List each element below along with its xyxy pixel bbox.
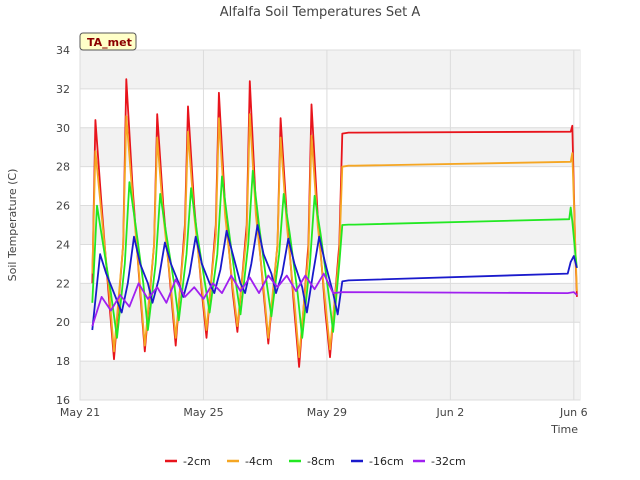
- x-tick-label: May 25: [183, 406, 223, 419]
- y-tick-label: 18: [56, 355, 70, 368]
- legend-label: -32cm: [431, 455, 466, 468]
- x-tick-label: May 21: [60, 406, 100, 419]
- legend-label: -8cm: [307, 455, 335, 468]
- legend-label: -4cm: [245, 455, 273, 468]
- series-line-minus-8cm: [91, 169, 578, 339]
- series-line-minus-16cm: [91, 224, 578, 331]
- site-label-box: TA_met: [79, 32, 137, 51]
- y-tick-label: 24: [56, 238, 70, 251]
- chart-title: Alfalfa Soil Temperatures Set A: [220, 5, 421, 20]
- y-axis-label: Soil Temperature (C): [6, 169, 19, 282]
- x-tick-label: Jun 6: [559, 406, 588, 419]
- y-tick-label: 26: [56, 200, 70, 213]
- x-tick-label: Jun 2: [436, 406, 465, 419]
- legend-label: -16cm: [369, 455, 404, 468]
- y-tick-label: 28: [56, 161, 70, 174]
- y-axis-ticks: 16 18 20 22 24 26 28 30 32 34: [56, 44, 70, 407]
- series-line-minus-4cm: [91, 113, 578, 359]
- y-tick-label: 22: [56, 277, 70, 290]
- y-tick-label: 34: [56, 44, 70, 57]
- x-axis-label: Time: [550, 423, 578, 436]
- series-line-minus-32cm: [91, 272, 578, 327]
- y-tick-label: 32: [56, 83, 70, 96]
- legend-label: -2cm: [183, 455, 211, 468]
- site-label: TA_met: [87, 36, 132, 49]
- band: [80, 361, 580, 400]
- band: [80, 50, 580, 89]
- y-tick-label: 20: [56, 316, 70, 329]
- y-tick-label: 30: [56, 122, 70, 135]
- x-axis-ticks: May 21 May 25 May 29 Jun 2 Jun 6: [60, 406, 588, 419]
- x-tick-label: May 29: [307, 406, 347, 419]
- band: [80, 127, 580, 167]
- plot-bands: [80, 50, 580, 400]
- series-lines: [91, 78, 578, 368]
- y-tick-label: 16: [56, 394, 70, 407]
- legend: -2cm -4cm -8cm -16cm -32cm: [165, 455, 466, 468]
